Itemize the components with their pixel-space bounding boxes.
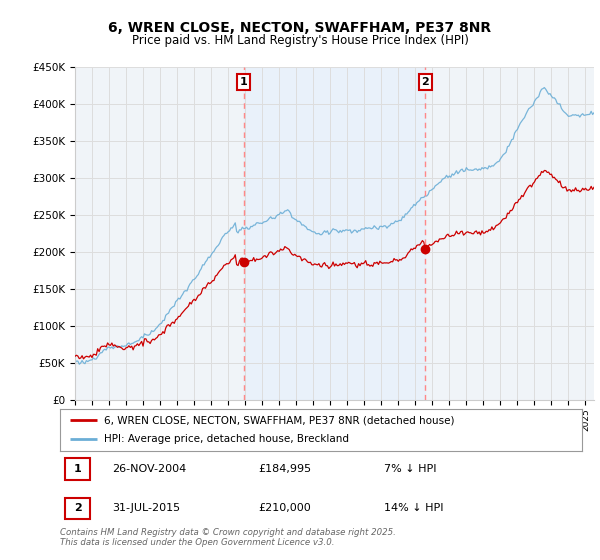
Text: 2: 2: [74, 503, 82, 513]
Bar: [244, 67, 425, 400]
Text: 26-NOV-2004: 26-NOV-2004: [112, 464, 187, 474]
Text: 14% ↓ HPI: 14% ↓ HPI: [383, 503, 443, 513]
Text: Contains HM Land Registry data © Crown copyright and database right 2025.
This d: Contains HM Land Registry data © Crown c…: [60, 528, 396, 547]
FancyBboxPatch shape: [65, 458, 90, 479]
Text: HPI: Average price, detached house, Breckland: HPI: Average price, detached house, Brec…: [104, 435, 349, 445]
Text: 1: 1: [240, 77, 248, 87]
Text: £184,995: £184,995: [259, 464, 311, 474]
Text: 6, WREN CLOSE, NECTON, SWAFFHAM, PE37 8NR: 6, WREN CLOSE, NECTON, SWAFFHAM, PE37 8N…: [109, 21, 491, 35]
Text: Price paid vs. HM Land Registry's House Price Index (HPI): Price paid vs. HM Land Registry's House …: [131, 34, 469, 46]
Text: 6, WREN CLOSE, NECTON, SWAFFHAM, PE37 8NR (detached house): 6, WREN CLOSE, NECTON, SWAFFHAM, PE37 8N…: [104, 415, 455, 425]
FancyBboxPatch shape: [65, 498, 90, 519]
Text: 1: 1: [74, 464, 82, 474]
Text: 2: 2: [421, 77, 429, 87]
Text: £210,000: £210,000: [259, 503, 311, 513]
Text: 31-JUL-2015: 31-JUL-2015: [112, 503, 181, 513]
Text: 7% ↓ HPI: 7% ↓ HPI: [383, 464, 436, 474]
